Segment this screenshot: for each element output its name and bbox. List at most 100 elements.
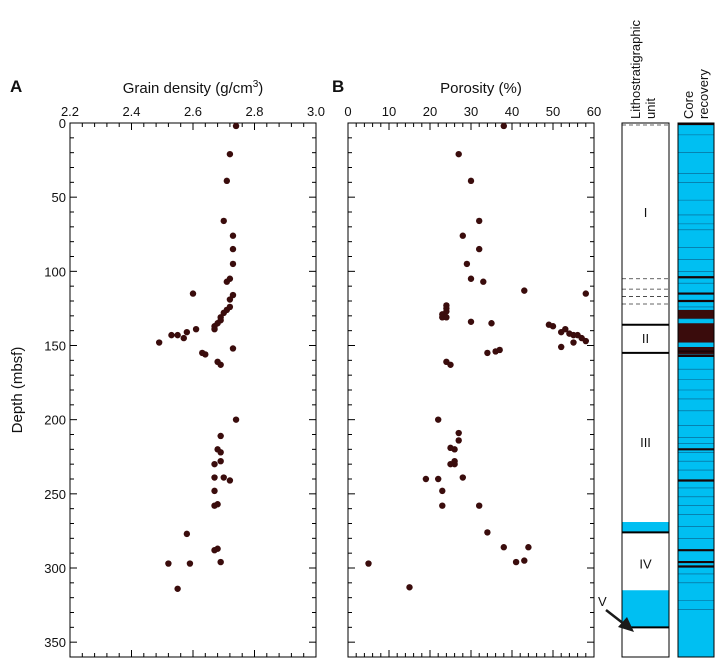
panel-b-data-point (459, 232, 466, 239)
panel-b-data-point (521, 287, 528, 294)
panel-b-data-point (467, 275, 475, 282)
panel-a-data-point (220, 309, 227, 317)
panel-b-data-point (549, 323, 557, 330)
panel-b-x-tick-label: 40 (505, 104, 519, 119)
panel-a-data-point (217, 361, 224, 368)
lith-title-line2: unit (643, 98, 658, 119)
panel-b-x-tick-label: 10 (382, 104, 396, 119)
panel-b-data-point (467, 177, 475, 185)
y-tick-label: 100 (44, 264, 66, 279)
y-tick-label: 250 (44, 487, 66, 502)
panel-b-data-point (447, 361, 454, 368)
core-title-line2: recovery (696, 69, 711, 119)
y-tick-label: 0 (59, 116, 66, 131)
panel-a-data-point (183, 328, 191, 336)
panel-b-data-point (582, 290, 589, 297)
panel-b-data-point (500, 122, 507, 130)
panel-b-data-point (558, 328, 565, 336)
panel-a-data-point (155, 339, 163, 346)
panel-b-letter: B (332, 77, 344, 96)
panel-b-data-point (422, 475, 430, 483)
panel-a-data-point (211, 502, 218, 509)
y-tick-label: 50 (52, 190, 66, 205)
panel-a-data-point (189, 290, 197, 297)
panel-a-data-point (180, 334, 187, 342)
panel-b-data-point (570, 331, 577, 339)
core-frame (677, 122, 715, 658)
panel-a-data-point (223, 177, 231, 185)
panel-a-data-point (232, 122, 240, 130)
panel-a-data-point (168, 331, 175, 339)
panel-a-data-point (220, 474, 227, 481)
panel-b-data-point (480, 278, 487, 285)
core-recovery-lines (678, 122, 714, 610)
panel-b-x-tick-labels: 0 10 20 30 40 50 60 (344, 104, 601, 119)
panel-b-data-point (435, 416, 442, 423)
panel-b-data-point (455, 437, 462, 444)
panel-a-data-point (229, 345, 237, 352)
panel-a-data-point (223, 278, 231, 285)
lith-filled-interval (622, 522, 669, 533)
lith-unit-v-label: V (598, 594, 607, 609)
panel-b-data-point (476, 502, 483, 509)
panel-b-frame (347, 122, 595, 658)
lith-unit-label: IV (639, 557, 652, 572)
panel-a-data-point (211, 325, 218, 333)
panel-b-x-tick-label: 20 (423, 104, 437, 119)
panel-a-x-tick-label: 2.6 (184, 104, 202, 119)
lith-filled-interval (622, 590, 669, 628)
panel-a-data-point (211, 474, 218, 481)
panel-b-data-point (570, 339, 577, 346)
panel-a-data-point (229, 232, 237, 239)
y-tick-label: 150 (44, 339, 66, 354)
panel-a-ticks (69, 122, 317, 658)
panel-b-data-point (558, 343, 565, 351)
panel-b-data-point (512, 558, 520, 566)
panel-b-porosity: B Porosity (%) 0 10 20 30 40 50 60 (332, 77, 601, 658)
panel-a-data-point (174, 331, 181, 339)
panel-b-data-point (476, 245, 483, 253)
panel-b-x-tick-label: 0 (344, 104, 351, 119)
panel-a-data-point (165, 560, 172, 567)
lith-filled-intervals (622, 522, 669, 628)
panel-a-data-point (211, 487, 218, 495)
panel-a-data-point (226, 296, 234, 303)
panel-a-x-tick-label: 3.0 (307, 104, 325, 119)
panel-b-data-point (463, 260, 471, 268)
core-dark-block (678, 323, 714, 343)
panel-a-data-point (217, 432, 224, 440)
panel-b-x-tick-label: 50 (546, 104, 560, 119)
panel-b-data-point (484, 529, 491, 536)
lith-unit-label: III (640, 435, 651, 450)
panel-b-data-point (406, 584, 413, 591)
panel-b-points (365, 122, 589, 591)
panel-a-points (155, 122, 240, 592)
core-title-line1: Core (681, 91, 696, 119)
lith-boundaries (622, 124, 669, 629)
panel-a-data-point (226, 150, 234, 158)
unit-v-arrow-head (618, 617, 634, 632)
panel-b-data-point (435, 475, 442, 483)
panel-a-data-point (220, 217, 227, 225)
panel-a-x-tick-label: 2.8 (245, 104, 263, 119)
lith-unit-label: II (642, 331, 649, 346)
panel-b-data-point (467, 318, 475, 325)
panel-a-data-point (232, 416, 240, 423)
panel-a-data-point (174, 585, 181, 592)
panel-b-data-point (459, 474, 466, 481)
panel-b-title: Porosity (%) (440, 80, 522, 97)
panel-b-data-point (476, 217, 483, 225)
panel-b-x-tick-label: 30 (464, 104, 478, 119)
y-tick-label: 350 (44, 635, 66, 650)
panel-a-data-point (217, 449, 224, 456)
panel-a-data-point (183, 530, 191, 538)
unit-v-arrow-shaft (605, 609, 625, 625)
panel-b-data-point (439, 502, 446, 509)
panel-a-data-point (211, 460, 218, 468)
panel-a-title: Grain density (g/cm3) (123, 79, 264, 97)
panel-b-data-point (488, 320, 495, 327)
panel-b-data-point (521, 557, 528, 564)
